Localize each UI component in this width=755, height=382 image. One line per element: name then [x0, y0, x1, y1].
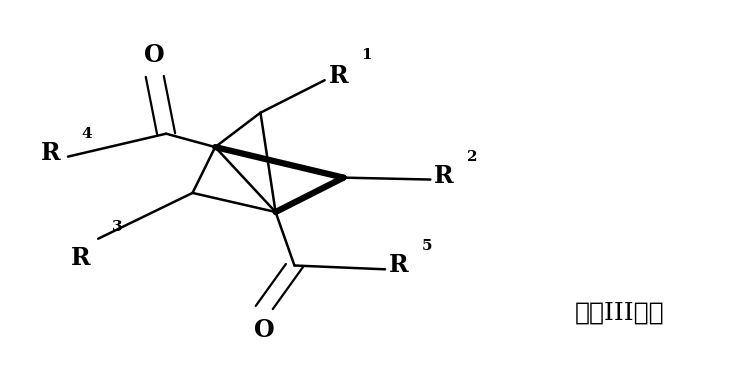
Text: 1: 1: [361, 49, 371, 62]
Text: O: O: [254, 319, 275, 342]
Text: 3: 3: [112, 220, 122, 234]
Text: R: R: [434, 164, 454, 188]
Text: R: R: [328, 65, 348, 88]
Text: 2: 2: [467, 150, 477, 163]
Text: 式（III），: 式（III），: [575, 302, 664, 325]
Text: 4: 4: [82, 127, 92, 141]
Text: R: R: [389, 254, 408, 277]
Text: O: O: [144, 44, 165, 67]
Text: R: R: [71, 246, 91, 270]
Text: 5: 5: [421, 240, 432, 253]
Text: R: R: [41, 141, 60, 165]
